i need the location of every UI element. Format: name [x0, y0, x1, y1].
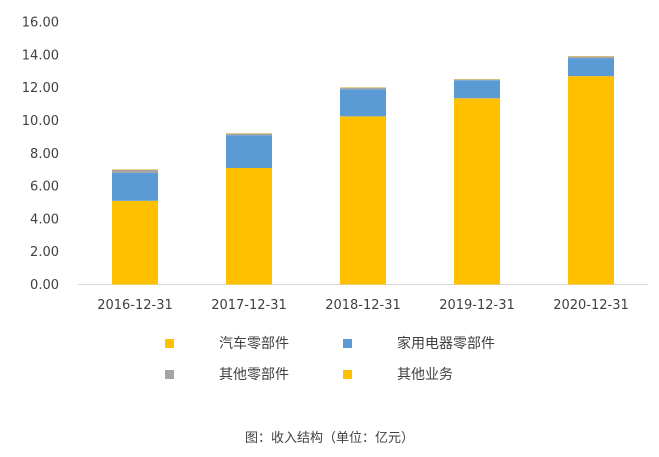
y-tick-label: 4.00 — [30, 212, 59, 227]
legend-swatch-auto-parts — [165, 338, 174, 348]
legend-swatch-appliance-parts — [343, 338, 352, 348]
legend-item-auto-parts: 汽车零部件 — [165, 333, 289, 353]
bar-segment — [112, 172, 158, 201]
legend-label-other-business: 其他业务 — [397, 367, 453, 383]
x-tick-label: 2019-12-31 — [439, 298, 515, 313]
legend-swatch-other-business — [343, 369, 352, 379]
bar-segment — [568, 58, 614, 77]
bar-segment — [226, 135, 272, 169]
y-axis-ticks: 0.00 2.00 4.00 6.00 8.00 10.00 12.00 14.00 16.00 — [22, 16, 59, 294]
x-tick-label: 2016-12-31 — [97, 298, 173, 313]
bar-segment — [112, 200, 158, 285]
y-tick-label: 10.00 — [22, 114, 59, 129]
bar-segment — [112, 169, 158, 173]
bar-segment — [340, 116, 386, 285]
legend-label-appliance-parts: 家用电器零部件 — [397, 336, 495, 352]
legend-label-other-parts: 其他零部件 — [219, 367, 289, 383]
legend-item-other-parts: 其他零部件 — [165, 364, 289, 384]
bar-segment — [340, 87, 386, 90]
bar-segment — [454, 79, 500, 81]
x-tick-label: 2020-12-31 — [553, 298, 629, 313]
y-tick-label: 12.00 — [22, 81, 59, 96]
y-tick-label: 0.00 — [30, 278, 59, 293]
bar-segment — [226, 168, 272, 285]
x-tick-label: 2018-12-31 — [325, 298, 401, 313]
y-tick-label: 14.00 — [22, 48, 59, 63]
legend-swatch-other-parts — [165, 369, 174, 379]
y-tick-label: 6.00 — [30, 180, 59, 195]
bar-segment — [568, 56, 614, 59]
bar-segment — [226, 133, 272, 136]
legend-item-appliance-parts: 家用电器零部件 — [343, 333, 495, 353]
bars — [112, 56, 614, 285]
chart-caption: 图：收入结构（单位：亿元） — [244, 431, 414, 446]
legend-label-auto-parts: 汽车零部件 — [219, 336, 289, 352]
x-tick-label: 2017-12-31 — [211, 298, 287, 313]
legend-item-other-business: 其他业务 — [343, 364, 453, 384]
bar-segment — [568, 76, 614, 285]
bar-segment — [340, 89, 386, 117]
y-tick-label: 16.00 — [22, 16, 59, 31]
stacked-bar-chart: 0.00 2.00 4.00 6.00 8.00 10.00 12.00 14.00 16.00… — [22, 16, 648, 313]
y-tick-label: 8.00 — [30, 147, 59, 162]
y-tick-label: 2.00 — [30, 245, 59, 260]
bar-segment — [454, 98, 500, 285]
x-axis-ticks: 2016-12-31 2017-12-31 2018-12-31 2019-12-31… — [97, 298, 629, 313]
bar-segment — [454, 80, 500, 99]
